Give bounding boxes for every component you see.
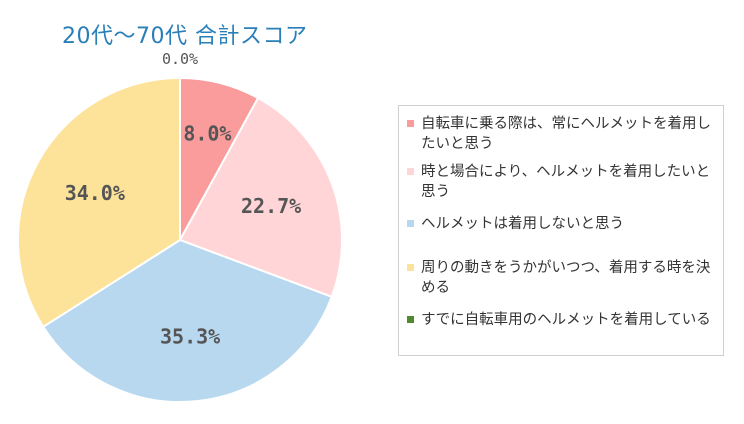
slice-value-label: 35.3%: [160, 325, 220, 349]
legend: 自転車に乗る際は、常にヘルメットを着用したいと思う 時と場合により、ヘルメットを…: [398, 105, 724, 356]
legend-item: 時と場合により、ヘルメットを着用したいと思う: [407, 162, 719, 202]
pie-labels: 8.0% 22.7% 35.3% 34.0% 0.0%: [65, 50, 302, 349]
slice-value-label: 8.0%: [183, 121, 231, 145]
chart-title: 20代～70代 合計スコア: [62, 24, 308, 49]
legend-swatch: [407, 220, 414, 227]
legend-swatch: [407, 316, 414, 323]
legend-label: 時と場合により、ヘルメットを着用したいと思う: [421, 164, 711, 200]
legend-label: すでに自転車用のヘルメットを着用している: [421, 312, 711, 328]
legend-item: 周りの動きをうかがいつつ、着用する時を決める: [407, 258, 719, 298]
legend-item: すでに自転車用のヘルメットを着用している: [407, 310, 719, 350]
pie-slices: [17, 76, 343, 403]
pie-slice: [17, 76, 181, 329]
pie-slice: [178, 96, 343, 299]
legend-label: ヘルメットは着用しないと思う: [421, 216, 624, 232]
legend-swatch: [407, 120, 414, 127]
slice-value-label: 34.0%: [65, 181, 125, 205]
slice-value-label: 22.7%: [241, 194, 301, 218]
legend-item: 自転車に乗る際は、常にヘルメットを着用したいと思う: [407, 114, 719, 154]
pie-slice: [41, 238, 334, 403]
legend-swatch: [407, 264, 414, 271]
legend-label: 自転車に乗る際は、常にヘルメットを着用したいと思う: [421, 116, 711, 152]
legend-label: 周りの動きをうかがいつつ、着用する時を決める: [421, 260, 711, 296]
legend-item: ヘルメットは着用しないと思う: [407, 214, 719, 234]
slice-value-label: 0.0%: [162, 50, 198, 68]
legend-swatch: [407, 168, 414, 175]
